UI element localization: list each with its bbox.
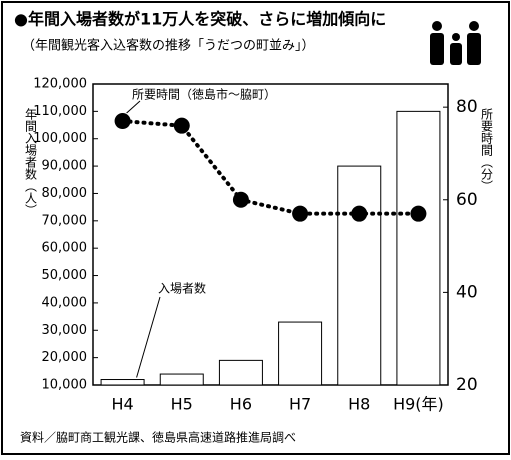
- y-tick-label: 110,000: [33, 104, 87, 119]
- line-marker: [232, 191, 249, 208]
- y-tick-label: 70,000: [42, 213, 88, 228]
- y2-tick-label: 60: [456, 190, 478, 210]
- chart-subtitle: （年間観光客入込客数の推移「うだつの町並み」）: [22, 38, 315, 54]
- series-label: 所要時間（徳島市～脇町）: [132, 87, 276, 102]
- x-tick-label: H6: [230, 395, 252, 414]
- leader-line: [136, 296, 161, 378]
- y2-tick-label: 80: [456, 97, 478, 117]
- y-tick-label: 50,000: [42, 268, 88, 283]
- line: [120, 119, 421, 216]
- y-tick-label: 30,000: [42, 323, 88, 338]
- y-tick-label: 10,000: [42, 378, 88, 393]
- x-tick-label: H8: [348, 395, 370, 414]
- y-tick-label: 80,000: [42, 186, 88, 201]
- x-tick-label: H5: [171, 395, 193, 414]
- leader-line: [126, 100, 141, 114]
- x-tick-label: H7: [289, 395, 311, 414]
- chart-title: ●年間入場者数が11万人を突破、さらに増加傾向に: [14, 10, 386, 29]
- y-tick-label: 60,000: [42, 241, 88, 256]
- y-tick-label: 20,000: [42, 350, 88, 365]
- y2-tick-label: 20: [456, 375, 478, 395]
- y-tick-label: 90,000: [42, 159, 88, 174]
- series-label: 入場者数: [158, 281, 206, 296]
- source-note: 資料／脇町商工観光課、徳島県高速道路推進局調べ: [20, 430, 296, 445]
- y-tick-label: 40,000: [42, 295, 88, 310]
- line-marker: [410, 205, 427, 222]
- plot-frame: [92, 83, 449, 386]
- y-tick-label: 100,000: [33, 131, 87, 146]
- y2-axis-label: 所要時間（分）: [480, 108, 494, 192]
- line-marker: [351, 205, 368, 222]
- line-marker: [114, 113, 131, 130]
- bar: [396, 110, 441, 386]
- line-marker: [173, 117, 190, 134]
- line-marker: [292, 205, 309, 222]
- bar: [100, 379, 145, 386]
- x-tick-label: H9(年): [393, 395, 444, 414]
- x-tick-label: H4: [111, 395, 133, 414]
- bar: [218, 359, 263, 386]
- y-axis-label: 年間入場者数（人）: [24, 108, 38, 216]
- bar: [159, 373, 204, 386]
- bar: [278, 321, 323, 386]
- bar: [337, 165, 382, 386]
- y2-tick-label: 40: [456, 282, 478, 302]
- family-icon: [430, 21, 481, 65]
- y-tick-label: 120,000: [33, 77, 87, 92]
